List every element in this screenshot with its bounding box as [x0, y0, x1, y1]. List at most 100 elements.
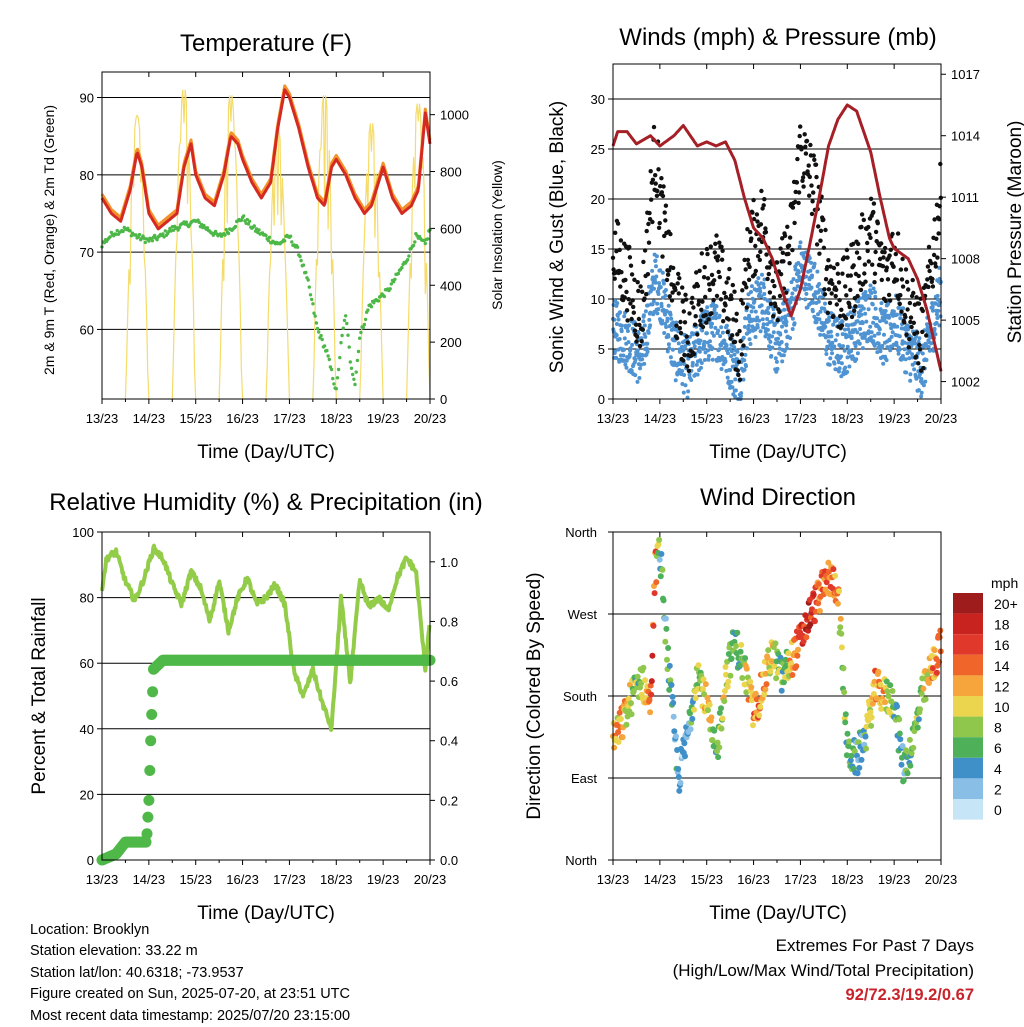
gust-point: [806, 163, 811, 168]
direction-point: [650, 622, 657, 629]
wind-point: [657, 281, 662, 286]
direction-point: [718, 705, 724, 712]
gust-point: [704, 246, 710, 252]
direction-point: [675, 774, 682, 780]
gust-point: [691, 305, 696, 310]
wind-point: [748, 342, 753, 346]
gust-point: [696, 302, 701, 307]
gust-point: [917, 347, 923, 352]
gust-point: [714, 233, 719, 238]
gust-point: [758, 222, 764, 227]
gust-point: [736, 372, 741, 378]
wind-point: [756, 276, 761, 281]
speed-legend-label: 0: [994, 802, 1002, 818]
gust-point: [669, 298, 675, 303]
gust-point: [848, 273, 853, 278]
wind-point: [860, 346, 865, 351]
dewpoint-point: [128, 229, 132, 233]
gust-point: [736, 359, 742, 365]
gust-point: [823, 227, 828, 233]
direction-point: [846, 738, 853, 745]
wind-point: [680, 382, 685, 386]
wind-point: [859, 332, 863, 337]
direction-point: [662, 615, 669, 622]
wind-point: [823, 324, 828, 329]
gust-point: [681, 358, 686, 363]
wind-point: [790, 291, 795, 296]
direction-point: [838, 630, 845, 637]
humidity-y2tick-label: 0.0: [440, 853, 458, 868]
wind-point: [810, 273, 814, 278]
wind-point: [718, 334, 723, 339]
humidity-ylabel: Percent & Total Rainfall: [29, 597, 50, 794]
wind-point: [720, 330, 725, 335]
gust-point: [656, 167, 661, 172]
dewpoint-point: [177, 226, 181, 230]
wind-point: [682, 373, 687, 377]
wind-point: [923, 379, 928, 384]
dewpoint-point: [341, 326, 345, 330]
gust-point: [916, 301, 922, 306]
wind-point: [769, 354, 774, 358]
direction-point: [920, 685, 927, 692]
gust-point: [916, 361, 921, 366]
wind-point: [805, 286, 810, 291]
direction-point: [840, 665, 847, 672]
wind-point: [691, 331, 696, 336]
gust-point: [865, 240, 870, 246]
direction-point: [737, 648, 744, 655]
gust-point: [766, 271, 771, 277]
wind-point: [639, 336, 644, 341]
gust-point: [624, 308, 630, 313]
gust-point: [700, 299, 705, 304]
gust-point: [759, 188, 764, 194]
wind-point: [697, 345, 702, 350]
gust-point: [911, 320, 916, 325]
wind-point: [908, 372, 913, 377]
wind-point: [639, 362, 644, 367]
gust-point: [625, 318, 630, 323]
wind-point: [733, 394, 737, 399]
gust-point: [798, 124, 803, 129]
direction-point: [830, 566, 837, 573]
wind-point: [726, 351, 730, 356]
dewpoint-point: [295, 245, 300, 249]
wind-point: [627, 323, 631, 328]
direction-point: [709, 737, 716, 743]
direction-point: [666, 686, 673, 693]
direction-point: [794, 652, 801, 659]
wind-point: [883, 309, 888, 313]
wind-point: [884, 358, 889, 363]
direction-point: [803, 634, 810, 641]
direction-point: [653, 579, 660, 586]
gust-point: [729, 296, 734, 301]
wind-point: [673, 378, 678, 383]
gust-point: [872, 271, 878, 276]
direction-point: [863, 723, 870, 730]
gust-point: [786, 251, 791, 257]
direction-point: [757, 703, 764, 710]
gust-point: [778, 246, 783, 251]
gust-point: [624, 289, 629, 295]
wind-point: [741, 335, 746, 340]
direction-point: [873, 695, 880, 702]
gust-point: [915, 330, 920, 335]
gust-point: [753, 243, 758, 249]
wind-point: [920, 351, 925, 356]
wind-point: [912, 337, 917, 342]
wind-point: [895, 324, 900, 329]
temperature-9m-line: [100, 84, 432, 227]
dewpoint-point: [197, 220, 201, 225]
wind-point: [921, 383, 926, 388]
direction-point: [767, 668, 774, 675]
wind-point: [682, 362, 687, 367]
wind-point: [766, 306, 771, 310]
gust-point: [719, 257, 725, 262]
wind-point: [645, 349, 650, 354]
direction-point: [917, 706, 923, 713]
gust-point: [696, 299, 702, 304]
wind-point: [919, 390, 924, 395]
direction-point: [615, 729, 622, 736]
gust-point: [683, 297, 689, 302]
gust-point: [891, 264, 896, 269]
